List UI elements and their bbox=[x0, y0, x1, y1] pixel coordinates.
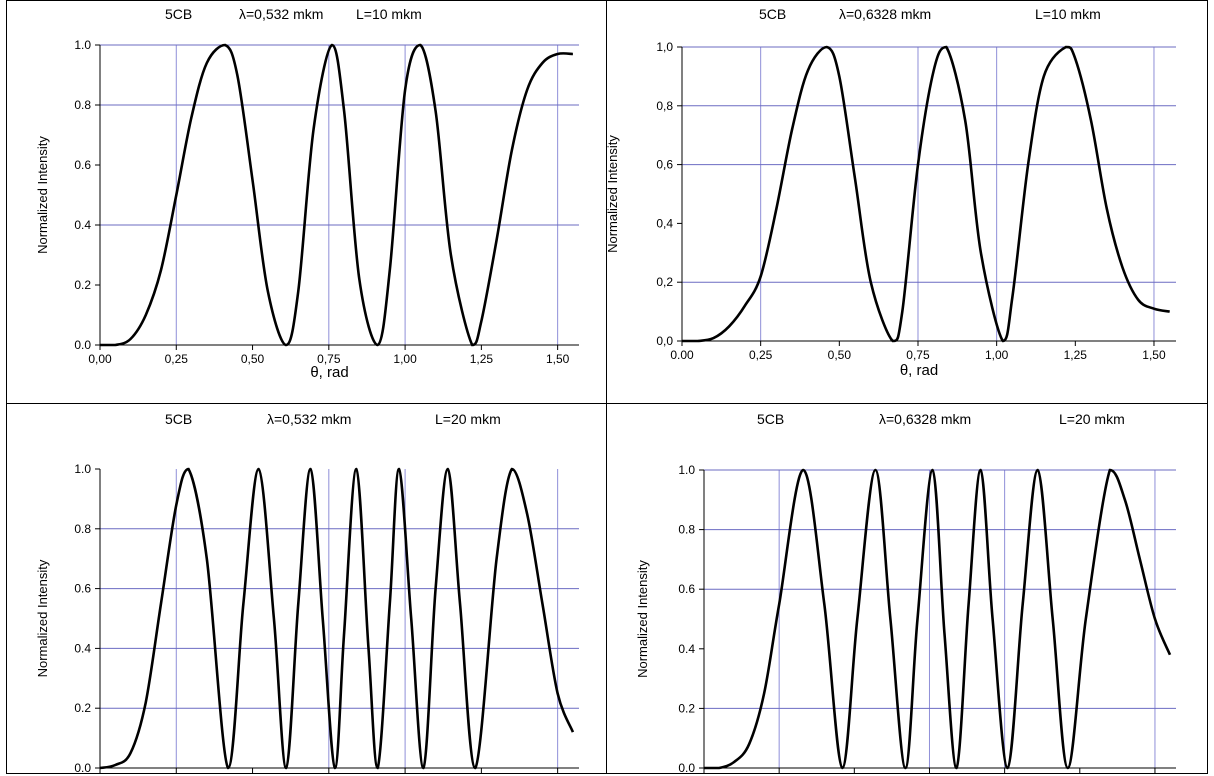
header-wavelength: λ=0,6328 mkm bbox=[839, 6, 931, 22]
y-tick-label: 0.4 bbox=[678, 642, 695, 656]
y-tick-label: 0.2 bbox=[74, 701, 91, 715]
intensity-curve bbox=[99, 467, 575, 770]
y-tick-label: 0,8 bbox=[656, 99, 673, 113]
x-tick-label: 0.00 bbox=[670, 348, 694, 362]
y-tick-label: 1,0 bbox=[656, 40, 673, 54]
x-tick-label: 0,25 bbox=[749, 348, 773, 362]
header-material: 5CB bbox=[759, 6, 786, 22]
x-axis-label: θ, rad bbox=[900, 362, 938, 379]
y-tick-label: 0.4 bbox=[74, 218, 91, 232]
y-tick-label: 0,0 bbox=[656, 334, 673, 348]
y-axis-label: Normalized Intensity bbox=[35, 136, 50, 254]
header-material: 5CB bbox=[757, 411, 784, 427]
header-material: 5CB bbox=[165, 6, 192, 22]
x-tick-label: 1,50 bbox=[1142, 348, 1166, 362]
y-tick-label: 0.6 bbox=[678, 582, 695, 596]
y-tick-label: 0.2 bbox=[74, 278, 91, 292]
y-tick-label: 0.4 bbox=[74, 641, 91, 655]
intensity-curve bbox=[682, 45, 1170, 343]
header-thickness: L=20 mkm bbox=[435, 411, 501, 427]
y-tick-label: 1.0 bbox=[74, 462, 91, 476]
y-tick-label: 0.8 bbox=[678, 523, 695, 537]
intensity-curve bbox=[704, 468, 1172, 770]
x-tick-label: 0,50 bbox=[828, 348, 852, 362]
chart-panel-top-left: 5CB λ=0,532 mkm L=10 mkm 0,00 0,25 0,50 0,75 1,… bbox=[35, 6, 579, 381]
y-tick-label: 0,6 bbox=[656, 158, 673, 172]
y-tick-label: 0.0 bbox=[74, 761, 91, 775]
x-tick-label: 1,00 bbox=[393, 352, 417, 366]
header-material: 5CB bbox=[165, 411, 192, 427]
header-wavelength: λ=0,532 mkm bbox=[267, 411, 351, 427]
x-tick-label: 1,50 bbox=[546, 352, 570, 366]
y-tick-label: 0.0 bbox=[678, 761, 695, 775]
header-thickness: L=20 mkm bbox=[1059, 411, 1125, 427]
y-tick-label: 1.0 bbox=[678, 463, 695, 477]
y-axis-label: Normalized Intensity bbox=[607, 135, 620, 253]
y-tick-label: 1.0 bbox=[74, 38, 91, 52]
x-tick-label: 1,25 bbox=[470, 352, 494, 366]
x-tick-label: 0,00 bbox=[88, 352, 112, 366]
x-tick-label: 0,50 bbox=[241, 352, 265, 366]
y-axis-label: Normalized Intensity bbox=[635, 560, 650, 678]
frame-divider-horizontal bbox=[6, 403, 1208, 404]
y-tick-label: 0,2 bbox=[656, 275, 673, 289]
header-wavelength: λ=0,6328 mkm bbox=[879, 411, 971, 427]
chart-panel-top-right: 5CB λ=0,6328 mkm L=10 mkm 0.00 0,25 0,50 0,75 1… bbox=[607, 6, 1176, 379]
y-tick-label: 0.6 bbox=[74, 582, 91, 596]
x-axis-label: θ, rad bbox=[310, 364, 348, 381]
x-tick-label: 0,25 bbox=[165, 352, 189, 366]
y-tick-label: 0.0 bbox=[74, 338, 91, 352]
intensity-curve bbox=[99, 43, 573, 347]
x-tick-label: 1,25 bbox=[1064, 348, 1088, 362]
frame-divider-vertical bbox=[606, 0, 607, 774]
header-wavelength: λ=0,532 mkm bbox=[239, 6, 323, 22]
y-tick-label: 0.8 bbox=[74, 522, 91, 536]
y-tick-label: 0.8 bbox=[74, 98, 91, 112]
figure-frame bbox=[6, 0, 1208, 774]
x-tick-label: 1,00 bbox=[985, 348, 1009, 362]
x-tick-label: 0,75 bbox=[317, 352, 341, 366]
header-thickness: L=10 mkm bbox=[1035, 6, 1101, 22]
y-tick-label: 0.6 bbox=[74, 158, 91, 172]
header-thickness: L=10 mkm bbox=[356, 6, 422, 22]
y-axis-label: Normalized Intensity bbox=[35, 559, 50, 677]
x-tick-label: 0,75 bbox=[906, 348, 930, 362]
y-tick-label: 0,4 bbox=[656, 216, 673, 230]
y-tick-label: 0.2 bbox=[678, 701, 695, 715]
